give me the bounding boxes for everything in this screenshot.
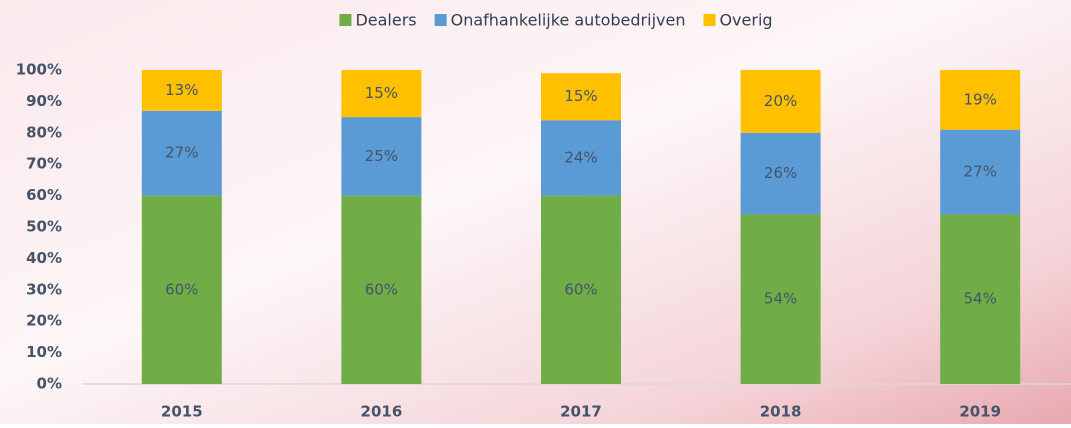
y-tick-label: 80% [26,123,62,141]
x-tick-label: 2019 [959,403,1001,421]
y-tick-label: 10% [26,343,62,361]
data-label: 54% [764,290,797,308]
data-label: 20% [764,92,797,110]
y-tick-label: 100% [16,61,62,79]
y-tick-label: 30% [26,280,62,298]
x-tick-label: 2016 [361,403,403,421]
data-label: 15% [564,87,597,105]
legend-swatch [339,14,351,26]
legend-swatch [435,14,447,26]
data-label: 60% [165,280,198,298]
chart: Dealers Onafhankelijke autobedrijven Overi… [0,0,1071,424]
x-tick-label: 2017 [560,403,602,421]
data-label: 27% [165,144,198,162]
data-label: 60% [564,280,597,298]
data-label: 19% [964,90,997,108]
data-label: 60% [365,280,398,298]
y-tick-label: 50% [26,218,62,236]
y-tick-label: 70% [26,155,62,173]
data-label: 54% [964,290,997,308]
y-tick-label: 0% [37,375,62,393]
data-label: 15% [365,84,398,102]
data-label: 27% [964,163,997,181]
x-tick-label: 2018 [760,403,802,421]
data-label: 25% [365,147,398,165]
data-label: 24% [564,148,597,166]
x-tick-label: 2015 [161,403,203,421]
y-tick-label: 40% [26,249,62,267]
data-label: 26% [764,164,797,182]
y-tick-label: 90% [26,92,62,110]
legend-label: Dealers [355,11,416,30]
data-label: 13% [165,81,198,99]
y-tick-label: 20% [26,312,62,330]
y-tick-label: 60% [26,186,62,204]
page: {"chart_data": {"type": "stacked-bar", "… [0,0,1071,424]
legend-label: Overig [719,11,772,30]
legend-label: Onafhankelijke autobedrijven [451,11,686,30]
legend-swatch [703,14,715,26]
